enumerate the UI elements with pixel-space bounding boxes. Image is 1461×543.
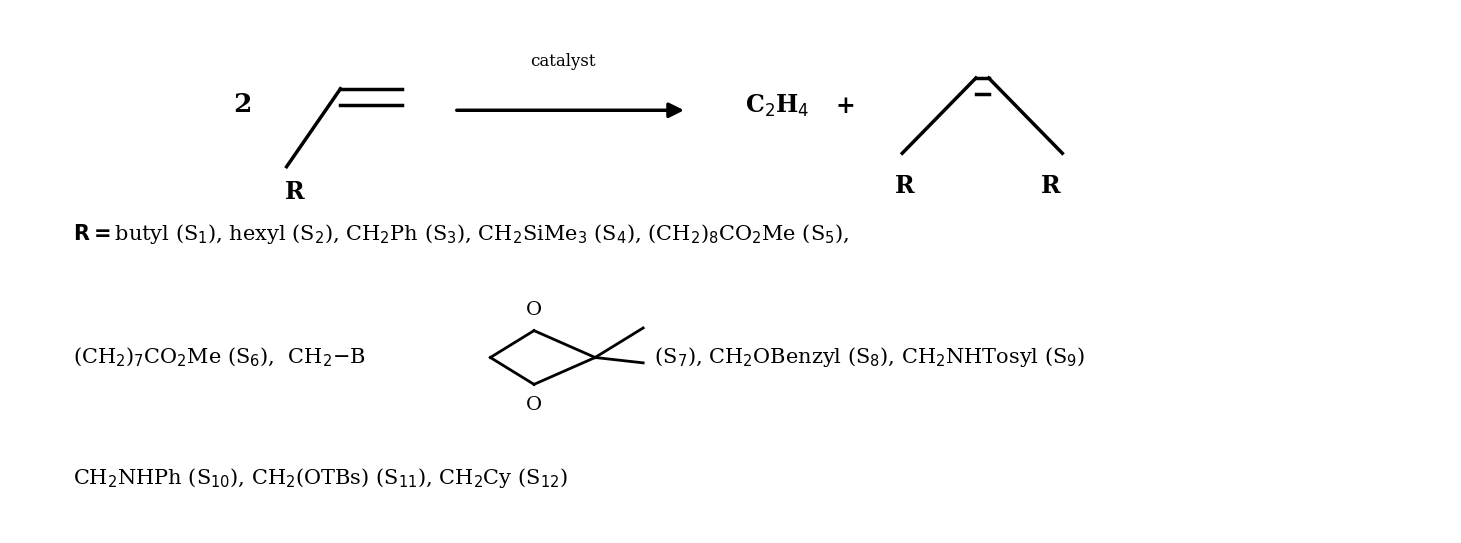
Text: R: R — [285, 180, 305, 204]
Text: O: O — [526, 301, 542, 319]
Text: O: O — [526, 396, 542, 414]
Text: CH$_2$NHPh (S$_{10}$), CH$_2$(OTBs) (S$_{11}$), CH$_2$Cy (S$_{12}$): CH$_2$NHPh (S$_{10}$), CH$_2$(OTBs) (S$_… — [73, 466, 567, 490]
Text: (CH$_2$)$_7$CO$_2$Me (S$_6$),  CH$_2$$-$B: (CH$_2$)$_7$CO$_2$Me (S$_6$), CH$_2$$-$B — [73, 346, 365, 369]
Text: $\mathbf{R = }$butyl (S$_1$), hexyl (S$_2$), CH$_2$Ph (S$_3$), CH$_2$SiMe$_3$ (S: $\mathbf{R = }$butyl (S$_1$), hexyl (S$_… — [73, 222, 849, 246]
Text: C$_2$H$_4$: C$_2$H$_4$ — [745, 93, 809, 119]
Text: R: R — [1040, 174, 1061, 198]
Text: catalyst: catalyst — [530, 53, 596, 71]
Text: 2: 2 — [232, 92, 251, 117]
Text: R: R — [896, 174, 915, 198]
Text: +: + — [836, 94, 855, 118]
Text: (S$_7$), CH$_2$OBenzyl (S$_8$), CH$_2$NHTosyl (S$_9$): (S$_7$), CH$_2$OBenzyl (S$_8$), CH$_2$NH… — [647, 345, 1086, 369]
